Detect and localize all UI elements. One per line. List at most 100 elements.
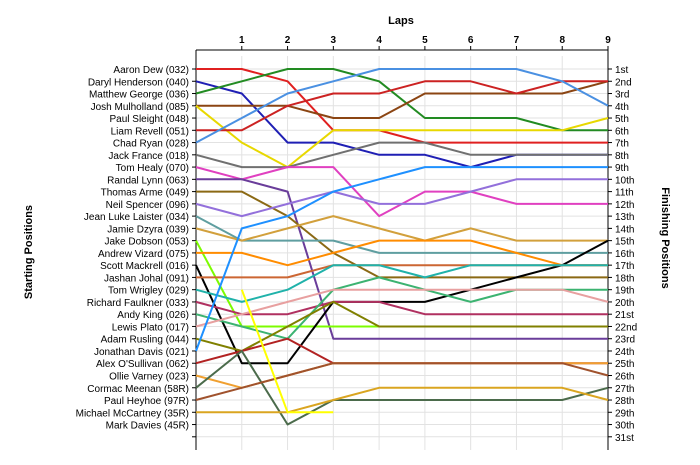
finish-position-label: 22nd (615, 322, 637, 333)
series-line (196, 190, 608, 279)
series-line (196, 80, 608, 132)
x-tick-label: 7 (514, 35, 520, 46)
driver-label: Mark Davies (45R) (106, 421, 189, 432)
driver-label: Randal Lynn (063) (107, 175, 189, 186)
finish-position-label: 5th (615, 114, 629, 125)
finish-position-label: 6th (615, 126, 629, 137)
series-line (195, 300, 608, 352)
finish-position-label: 25th (615, 359, 634, 370)
lap-tick-labels: 1 2 3 4 5 6 7 8 9 (239, 35, 611, 46)
finish-position-label: 24th (615, 347, 634, 358)
driver-label: Cormac Meenan (58R) (87, 384, 189, 395)
series-line (195, 166, 608, 352)
driver-label: Ollie Varney (023) (109, 372, 189, 383)
driver-label: Alex O'Sullivan (062) (96, 359, 189, 370)
driver-label: Chad Ryan (028) (113, 139, 189, 150)
series-line (196, 239, 608, 267)
driver-label: Thomas Arme (049) (101, 188, 189, 199)
finish-position-label: 11th (615, 188, 634, 199)
driver-label: Jake Dobson (053) (105, 237, 190, 248)
finish-position-label: 1st (615, 65, 629, 76)
finish-position-label: 30th (615, 421, 634, 432)
driver-label: Josh Mulholland (085) (91, 102, 189, 113)
finish-position-label: 13th (615, 212, 634, 223)
x-tick-label: 4 (376, 35, 382, 46)
driver-label: Adam Rusling (044) (101, 335, 189, 346)
driver-label: Michael McCartney (35R) (76, 408, 189, 419)
driver-label: Paul Sleight (048) (110, 114, 190, 125)
finish-position-label: 16th (615, 249, 634, 260)
series-line (195, 350, 609, 426)
x-tick-label: 6 (468, 35, 474, 46)
driver-label: Liam Revell (051) (111, 126, 189, 137)
driver-label: Tom Healy (070) (116, 163, 189, 174)
series-line (240, 289, 334, 414)
series-line (195, 300, 608, 316)
x-tick-label: 3 (331, 35, 337, 46)
driver-label: Tom Wrigley (029) (108, 286, 189, 297)
driver-label: Neil Spencer (096) (106, 200, 189, 211)
driver-label: Scott Mackrell (016) (100, 261, 189, 272)
series-line (195, 68, 608, 132)
driver-label: Andy King (026) (117, 310, 189, 321)
driver-label: Jashan Johal (091) (104, 273, 189, 284)
series-line (195, 239, 609, 365)
x-tick-label: 2 (285, 35, 291, 46)
chart-axes (192, 46, 612, 450)
driver-label: Jack France (018) (108, 151, 189, 162)
finish-position-label: 7th (615, 139, 629, 150)
series-line (195, 105, 609, 169)
series-line (195, 215, 608, 242)
series-lines (195, 68, 609, 426)
driver-label: Jonathan Davis (021) (94, 347, 189, 358)
finish-position-label: 27th (615, 384, 634, 395)
series-line (196, 386, 609, 414)
finish-position-label: 28th (615, 396, 634, 407)
x-tick-label: 8 (559, 35, 565, 46)
finish-position-label: 8th (615, 151, 629, 162)
finish-position-label: 2nd (615, 77, 632, 88)
series-line (195, 215, 608, 254)
series-line (195, 68, 609, 144)
series-line (195, 362, 609, 401)
x-axis-title: Laps (388, 15, 414, 27)
series-line (195, 178, 608, 218)
y-axis-title-right: Finishing Positions (659, 187, 671, 288)
finish-position-label: 23rd (615, 335, 635, 346)
finish-position-label: 29th (615, 408, 634, 419)
finish-position-label: 17th (615, 261, 634, 272)
finish-position-label: 9th (615, 163, 629, 174)
finish-position-label: 20th (615, 298, 634, 309)
series-line (195, 141, 608, 169)
finish-position-label: 26th (615, 372, 634, 383)
finish-position-label: 15th (615, 237, 634, 248)
driver-label: Jean Luke Laister (034) (84, 212, 189, 223)
series-line (195, 288, 609, 328)
finish-position-label: 3rd (615, 90, 629, 101)
finish-position-label: 12th (615, 200, 634, 211)
finish-position-label: 21st (615, 310, 634, 321)
driver-label: Jamie Dzyra (039) (107, 224, 189, 235)
driver-label: Matthew George (036) (89, 90, 189, 101)
finish-position-label: 19th (615, 286, 634, 297)
y-axis-title-left: Starting Positions (23, 205, 35, 299)
finishing-labels: 1st2nd3rd4th5th6th7th8th9th10th11th12th1… (615, 65, 637, 444)
finish-position-label: 14th (615, 224, 634, 235)
x-tick-label: 1 (239, 35, 245, 46)
finish-position-label: 4th (615, 102, 629, 113)
finish-position-label: 31st (615, 433, 634, 444)
driver-label: Richard Faulkner (033) (87, 298, 189, 309)
driver-label: Lewis Plato (017) (112, 322, 189, 333)
starting-labels: Aaron Dew (032)Daryl Henderson (040) Matt… (76, 65, 189, 432)
driver-label: Aaron Dew (032) (113, 65, 189, 76)
driver-label: Daryl Henderson (040) (88, 77, 189, 88)
finish-position-label: 18th (615, 273, 634, 284)
x-tick-label: 5 (422, 35, 428, 46)
x-tick-label: 9 (605, 35, 611, 46)
series-line (196, 178, 608, 340)
driver-label: Andrew Vizard (075) (98, 249, 189, 260)
finish-position-label: 10th (615, 175, 634, 186)
driver-label: Paul Heyhoe (97R) (104, 396, 189, 407)
series-line (195, 264, 608, 303)
